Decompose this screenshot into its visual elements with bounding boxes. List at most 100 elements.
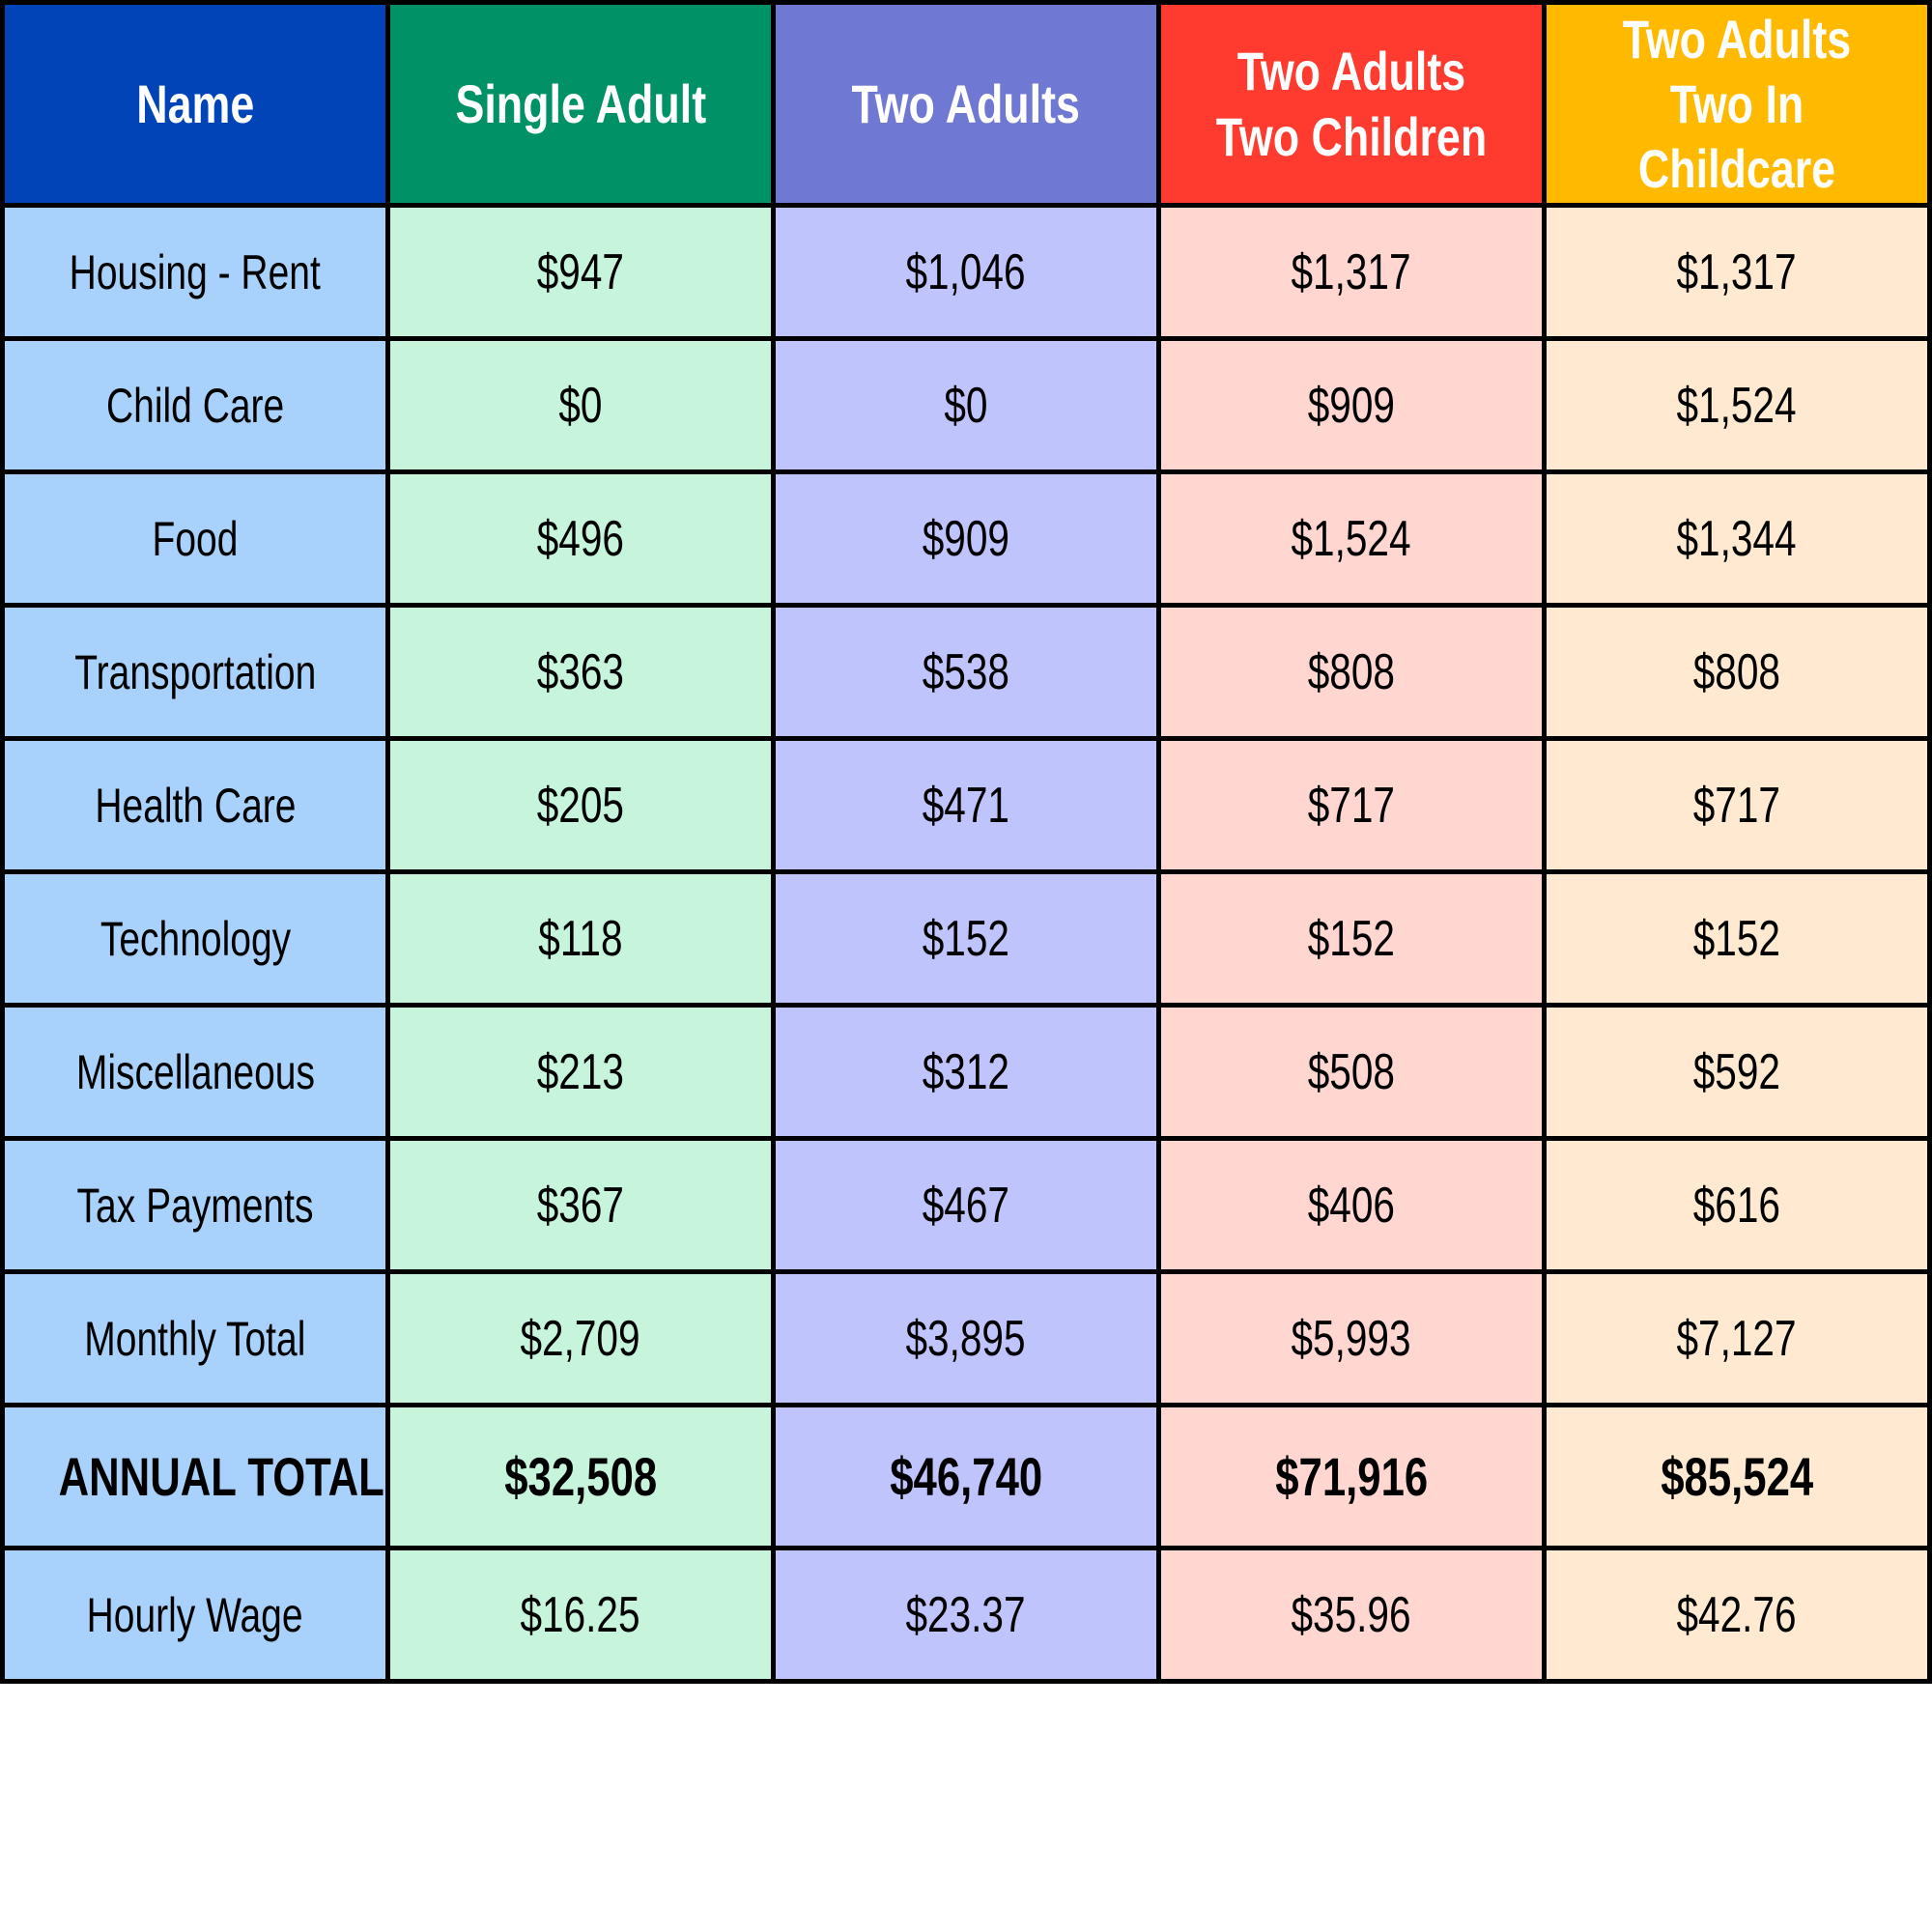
table-row-housing-rent: Housing - Rent $947 $1,046 $1,317 $1,317 [0, 203, 1932, 341]
value-cell-single-adult: $0 [385, 336, 776, 474]
column-header-two-adults: Two Adults [771, 0, 1161, 208]
column-header-name: Name [0, 0, 390, 208]
table-row-annual-total: ANNUAL TOTAL $32,508 $46,740 $71,916 $85,524 [0, 1403, 1932, 1550]
table-row-monthly-total: Monthly Total $2,709 $3,895 $5,993 $7,127 [0, 1269, 1932, 1407]
value-cell-two-adults-two-children: $35.96 [1156, 1546, 1547, 1684]
table-row-miscellaneous: Miscellaneous $213 $312 $508 $592 [0, 1003, 1932, 1141]
value-cell-two-adults: $909 [771, 469, 1161, 608]
cell-value: $538 [922, 643, 1010, 700]
column-header-two-adults-two-children: Two Adults Two Children [1156, 0, 1547, 208]
value-cell-two-adults: $152 [771, 869, 1161, 1008]
value-cell-two-adults-two-children: $152 [1156, 869, 1547, 1008]
table-row-health-care: Health Care $205 $471 $717 $717 [0, 736, 1932, 874]
cell-value: $616 [1692, 1177, 1781, 1234]
row-label: Food [152, 511, 239, 566]
cell-value: $0 [944, 377, 988, 434]
value-cell-two-adults-two-in-childcare: $42.76 [1542, 1546, 1932, 1684]
value-cell-single-adult: $496 [385, 469, 776, 608]
value-cell-two-adults-two-in-childcare: $717 [1542, 736, 1932, 874]
row-label: Miscellaneous [75, 1044, 315, 1099]
cell-value: $35.96 [1291, 1586, 1412, 1643]
column-header-two-adults-two-in-childcare: Two Adults Two In Childcare [1542, 0, 1932, 208]
value-cell-single-adult: $205 [385, 736, 776, 874]
row-label: Hourly Wage [87, 1587, 303, 1642]
cell-value: $5,993 [1291, 1310, 1412, 1367]
value-cell-two-adults-two-in-childcare: $1,317 [1542, 203, 1932, 341]
cell-value: $808 [1692, 643, 1781, 700]
row-label-cell: Child Care [0, 336, 390, 474]
row-label-cell: Housing - Rent [0, 203, 390, 341]
row-label: Housing - Rent [69, 244, 322, 299]
cell-value: $205 [536, 777, 625, 834]
value-cell-two-adults-two-children: $1,524 [1156, 469, 1547, 608]
table-row-tax-payments: Tax Payments $367 $467 $406 $616 [0, 1136, 1932, 1274]
value-cell-single-adult: $363 [385, 603, 776, 741]
value-cell-two-adults-two-in-childcare: $152 [1542, 869, 1932, 1008]
value-cell-two-adults: $467 [771, 1136, 1161, 1274]
table-header: Name Single Adult Two Adults Two Adults Two… [0, 0, 1932, 208]
table-row-transportation: Transportation $363 $538 $808 $808 [0, 603, 1932, 741]
value-cell-two-adults: $46,740 [771, 1403, 1161, 1550]
cell-value: $1,317 [1676, 243, 1798, 300]
table-row-child-care: Child Care $0 $0 $909 $1,524 [0, 336, 1932, 474]
cell-value: $367 [536, 1177, 625, 1234]
row-label-cell: Food [0, 469, 390, 608]
table-row-technology: Technology $118 $152 $152 $152 [0, 869, 1932, 1008]
value-cell-two-adults-two-children: $909 [1156, 336, 1547, 474]
cell-value: $42.76 [1676, 1586, 1798, 1643]
cell-value: $0 [558, 377, 603, 434]
value-cell-two-adults: $312 [771, 1003, 1161, 1141]
value-cell-single-adult: $367 [385, 1136, 776, 1274]
row-label: Health Care [94, 778, 297, 833]
value-cell-two-adults: $23.37 [771, 1546, 1161, 1684]
row-label: Transportation [73, 644, 317, 699]
column-header-label: Single Adult [455, 72, 706, 134]
cell-value: $71,916 [1275, 1446, 1428, 1507]
value-cell-two-adults-two-in-childcare: $7,127 [1542, 1269, 1932, 1407]
cell-value: $1,524 [1676, 377, 1798, 434]
cell-value: $467 [922, 1177, 1010, 1234]
row-label: Monthly Total [84, 1311, 306, 1366]
cell-value: $312 [922, 1043, 1010, 1100]
cell-value: $152 [1692, 910, 1781, 967]
cell-value: $363 [536, 643, 625, 700]
cell-value: $496 [536, 510, 625, 567]
column-header-label: Two Adults Two Children [1215, 41, 1488, 167]
cell-value: $152 [922, 910, 1010, 967]
row-label: ANNUAL TOTAL [58, 1446, 384, 1507]
header-row: Name Single Adult Two Adults Two Adults Two… [0, 0, 1932, 208]
cell-value: $152 [1307, 910, 1396, 967]
value-cell-two-adults-two-in-childcare: $592 [1542, 1003, 1932, 1141]
value-cell-two-adults-two-children: $1,317 [1156, 203, 1547, 341]
column-header-label: Two Adults Two In Childcare [1622, 8, 1852, 200]
column-header-label: Name [135, 72, 255, 134]
row-label-cell: Hourly Wage [0, 1546, 390, 1684]
value-cell-two-adults: $1,046 [771, 203, 1161, 341]
cell-value: $46,740 [890, 1446, 1042, 1507]
value-cell-two-adults-two-children: $71,916 [1156, 1403, 1547, 1550]
row-label-cell: ANNUAL TOTAL [0, 1403, 390, 1550]
value-cell-two-adults: $538 [771, 603, 1161, 741]
cell-value: $213 [536, 1043, 625, 1100]
cell-value: $909 [922, 510, 1010, 567]
value-cell-two-adults: $0 [771, 336, 1161, 474]
row-label-cell: Miscellaneous [0, 1003, 390, 1141]
row-label-cell: Health Care [0, 736, 390, 874]
value-cell-single-adult: $118 [385, 869, 776, 1008]
row-label: Tax Payments [76, 1178, 314, 1233]
cell-value: $508 [1307, 1043, 1396, 1100]
column-header-label: Two Adults [851, 72, 1081, 134]
cell-value: $717 [1692, 777, 1781, 834]
cell-value: $1,524 [1291, 510, 1412, 567]
cell-value: $32,508 [504, 1446, 657, 1507]
cell-value: $406 [1307, 1177, 1396, 1234]
table-row-food: Food $496 $909 $1,524 $1,344 [0, 469, 1932, 608]
value-cell-two-adults-two-children: $717 [1156, 736, 1547, 874]
cell-value: $1,344 [1676, 510, 1798, 567]
column-header-single-adult: Single Adult [385, 0, 776, 208]
value-cell-two-adults-two-children: $406 [1156, 1136, 1547, 1274]
value-cell-single-adult: $2,709 [385, 1269, 776, 1407]
cell-value: $16.25 [520, 1586, 641, 1643]
row-label: Child Care [105, 378, 285, 433]
value-cell-single-adult: $16.25 [385, 1546, 776, 1684]
